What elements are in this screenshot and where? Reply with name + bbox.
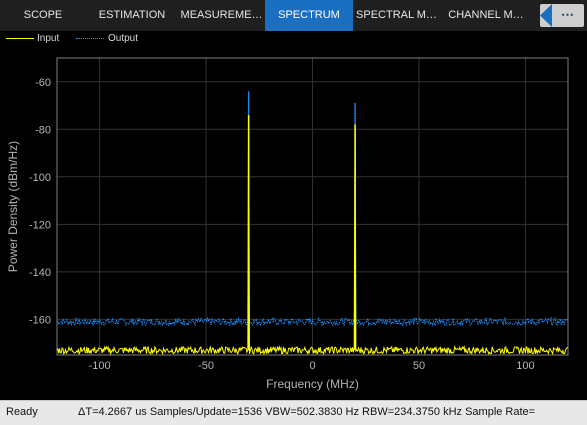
status-measurements: ΔT=4.2667 us Samples/Update=1536 VBW=502… — [78, 406, 536, 418]
y-tick-label: -80 — [35, 124, 51, 136]
tab-scope[interactable]: SCOPE — [23, 9, 63, 21]
y-tick-label: -160 — [29, 314, 51, 326]
status-ready-text: Ready — [6, 406, 38, 418]
output-legend-label[interactable]: Output — [108, 33, 139, 44]
input-legend-swatch — [6, 38, 34, 39]
x-tick-label: 0 — [309, 360, 315, 372]
tab-measurements[interactable]: MEASUREME… — [180, 9, 263, 21]
status-bar: Ready ΔT=4.2667 us Samples/Update=1536 V… — [0, 400, 587, 425]
spectrum-chart[interactable]: -100 -50 0 50 100 -60 -80 -100 -120 -140 -160 Frequ… — [0, 47, 587, 400]
x-axis-label: Frequency (MHz) — [266, 377, 359, 391]
input-trace — [56, 114, 569, 356]
plot-frame — [56, 57, 569, 356]
tab-spectrum[interactable]: SPECTRUM — [265, 0, 353, 31]
more-tabs-button[interactable]: ⋯ — [540, 4, 584, 27]
y-axis-label: Power Density (dBm/Hz) — [6, 141, 20, 272]
plot-legend: Input Output — [0, 31, 587, 47]
more-icon: ⋯ — [561, 7, 575, 22]
y-tick-label: -60 — [35, 77, 51, 89]
input-legend-label[interactable]: Input — [37, 33, 60, 44]
y-tick-label: -140 — [29, 267, 51, 279]
x-tick-label: -100 — [89, 360, 111, 372]
output-legend-swatch — [76, 38, 104, 39]
x-tick-label: -50 — [198, 360, 214, 372]
chevron-left-icon — [540, 4, 552, 27]
output-trace — [56, 91, 569, 328]
x-tick-label: 100 — [516, 360, 534, 372]
y-tick-label: -100 — [29, 172, 51, 184]
toolstrip-tabs: SCOPE ESTIMATION MEASUREME… SPECTRUM SPE… — [0, 0, 587, 31]
x-tick-label: 50 — [413, 360, 425, 372]
tab-spectral-mask[interactable]: SPECTRAL M… — [356, 9, 437, 21]
tab-channel-measurements[interactable]: CHANNEL M… — [448, 9, 524, 21]
plot-area — [0, 47, 587, 400]
y-tick-label: -120 — [29, 219, 51, 231]
tab-estimation[interactable]: ESTIMATION — [98, 9, 166, 21]
